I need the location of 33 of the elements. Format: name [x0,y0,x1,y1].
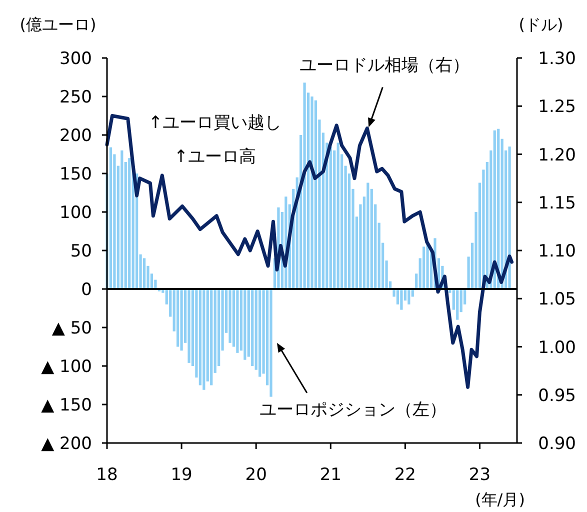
x-axis-title: (年/月) [475,490,525,509]
y-tick-label: 250 [60,88,92,108]
y2-tick-label: 1.15 [538,193,576,214]
y-tick-label: 50 [70,242,92,262]
y-tick-label: 200 [60,126,92,146]
annotation: ↑ユーロ高 [174,147,256,167]
annotation: ↑ユーロ買い越し [148,113,282,133]
x-tick-label: 20 [245,465,267,485]
y2-tick-label: 1.00 [538,338,576,358]
y-axis-title: (億ユーロ) [20,15,96,34]
y-tick-label: ▲ 50 [52,318,92,338]
y2-tick-label: 1.05 [538,290,576,310]
y-tick-label: 0 [81,280,92,300]
annotation: ユーロポジション（左） [259,400,446,420]
y-tick-label: ▲ 100 [41,357,92,377]
y-tick-label: 300 [60,49,92,69]
y-tick-label: ▲ 150 [41,396,92,416]
y2-tick-label: 1.10 [538,242,576,262]
y2-tick-label: 0.95 [538,386,576,406]
y-tick-label: 100 [60,203,92,223]
annotation: ユーロドル相場（右） [300,55,470,76]
y2-tick-label: 1.30 [538,49,576,69]
x-tick-label: 23 [468,465,491,485]
y-tick-label: ▲ 200 [41,434,92,454]
x-tick-label: 22 [394,465,416,485]
x-tick-label: 21 [320,465,342,485]
x-tick-label: 19 [170,465,192,485]
y2-axis-title: (ドル) [518,15,564,34]
y2-tick-label: 0.90 [538,434,576,454]
y2-tick-label: 1.25 [538,97,576,118]
y2-tick-label: 1.20 [538,145,576,166]
x-tick-label: 18 [96,465,118,485]
y-tick-label: 150 [60,164,92,184]
